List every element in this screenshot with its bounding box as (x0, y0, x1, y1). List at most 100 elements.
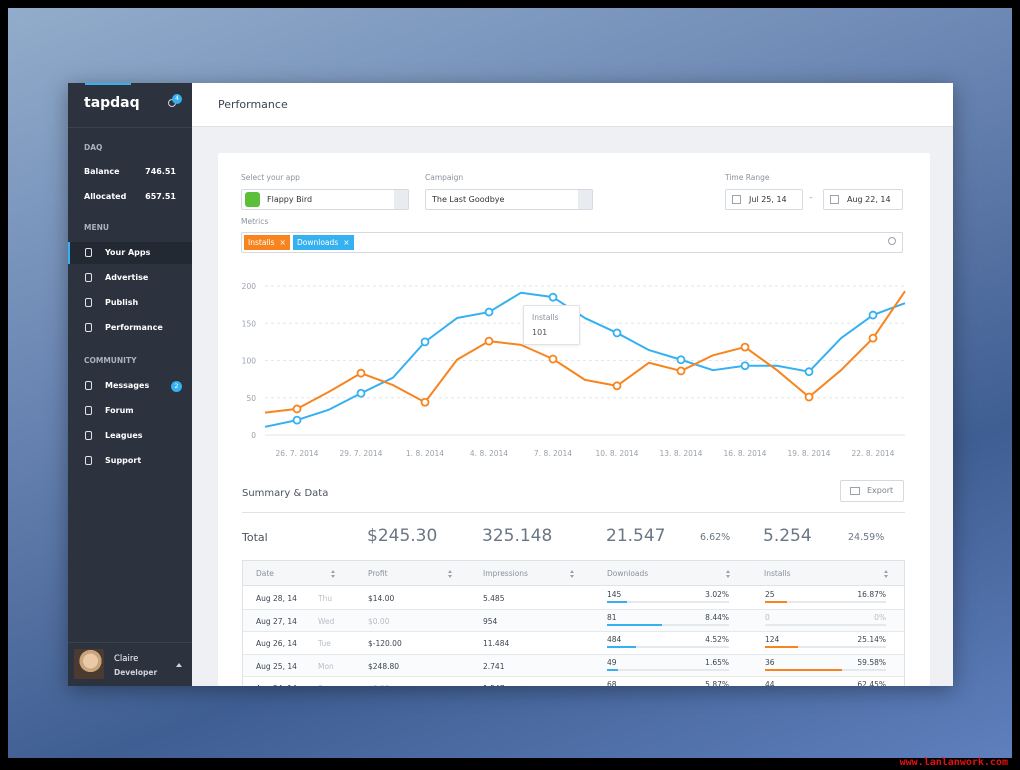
y-tick-label: 0 (251, 431, 256, 440)
data-point (676, 355, 686, 365)
table-cell: $14.00 (368, 594, 395, 603)
x-tick-label: 10. 8. 2014 (596, 449, 639, 458)
table-cell: Aug 26, 14 (256, 639, 297, 648)
tag-remove[interactable]: × (279, 238, 286, 247)
metric-tag[interactable]: Installs × (244, 235, 290, 250)
metric-tag[interactable]: Downloads × (293, 235, 354, 250)
date-to[interactable]: Aug 22, 14 (823, 189, 903, 210)
sort-icon[interactable] (726, 575, 730, 578)
menu-icon (85, 248, 92, 257)
dropdown-toggle[interactable] (394, 190, 408, 209)
tag-label: Downloads (297, 238, 339, 247)
sort-icon[interactable] (331, 575, 335, 578)
user-role: Developer (114, 668, 158, 677)
header (192, 83, 953, 127)
user-name: Claire (114, 654, 139, 664)
column-header[interactable]: Profit (368, 569, 388, 578)
menu-item[interactable]: Messages (68, 375, 192, 397)
app-select[interactable]: Flappy Bird (241, 189, 409, 210)
balance-value: 657.51 (145, 192, 176, 201)
campaign-select[interactable]: The Last Goodbye (425, 189, 593, 210)
y-tick-label: 200 (242, 282, 257, 291)
table-cell: 0 (765, 612, 770, 622)
progress-bar (765, 646, 798, 648)
series-line (264, 290, 906, 414)
field-label: Time Range (725, 173, 770, 182)
user-panel[interactable] (68, 642, 192, 686)
column-header[interactable]: Date (256, 569, 274, 578)
menu-item[interactable]: Your Apps (68, 242, 192, 264)
progress-bar (607, 623, 662, 626)
table-cell: Aug 25, 14 (256, 661, 297, 671)
tooltip: Installs 101 (523, 305, 580, 345)
date-value: Jul 25, 14 (749, 195, 787, 204)
sort-icon[interactable] (448, 570, 452, 573)
installs-pct: 24.59% (848, 532, 885, 543)
watermark: www.lanlanwork.com (899, 757, 1008, 768)
field-label: Select your app (241, 173, 300, 182)
tag-remove[interactable]: × (343, 238, 350, 247)
table-cell: 16.87% (857, 590, 886, 599)
data-point (356, 388, 366, 398)
table-cell: 25 (765, 590, 775, 599)
menu-item[interactable]: Advertise (68, 267, 192, 289)
menu-icon (85, 273, 92, 282)
y-tick-label: 100 (242, 357, 257, 366)
table-cell: Sun (318, 684, 332, 686)
x-tick-label: 16. 8. 2014 (724, 449, 767, 458)
menu-item[interactable]: Performance (68, 317, 192, 339)
x-tick-label: 26. 7. 2014 (276, 449, 319, 458)
menu-label: Your Apps (105, 248, 151, 257)
menu-item[interactable]: Support (68, 450, 192, 472)
column-header[interactable]: Downloads (607, 569, 649, 578)
caret[interactable] (176, 663, 182, 667)
table-cell: 4.52% (705, 635, 729, 644)
field-label: Metrics (241, 217, 269, 226)
menu-label: Performance (105, 323, 163, 332)
date-from[interactable]: Jul 25, 14 (725, 189, 803, 210)
brand[interactable]: tapdaq (84, 95, 140, 111)
export-label: Export (867, 486, 894, 495)
table-row: Aug 24, 14 Sun $0.00 1.547 68 5.87% 44 62.45% (243, 677, 904, 686)
column-header[interactable]: Impressions (483, 569, 528, 578)
calendar-icon (830, 195, 839, 204)
table-cell: 49 (607, 657, 617, 667)
table-cell: 3.02% (705, 590, 729, 599)
table-row: Aug 26, 14 Tue $-120.00 11.484 484 4.52% 124 25… (243, 632, 904, 655)
table-row: Aug 27, 14 Wed $0.00 954 81 8.44% 0 0% (243, 609, 904, 632)
menu-icon (85, 431, 92, 440)
sort-icon[interactable] (448, 575, 452, 578)
table-cell: 5.485 (483, 594, 505, 603)
table-cell: 44 (765, 680, 775, 686)
x-tick-label: 1. 8. 2014 (406, 449, 444, 458)
table-cell: 59.58% (857, 657, 886, 667)
sort-icon[interactable] (570, 570, 574, 573)
sort-icon[interactable] (884, 570, 888, 573)
sort-icon[interactable] (884, 575, 888, 578)
dropdown-toggle[interactable] (578, 190, 592, 209)
table-cell: Mon (318, 661, 334, 671)
data-point (548, 354, 558, 364)
campaign-value: The Last Goodbye (432, 195, 505, 204)
data-point (292, 404, 302, 414)
table-cell: 36 (765, 657, 775, 667)
menu-item[interactable]: Forum (68, 400, 192, 422)
table-header (243, 561, 904, 586)
sort-icon[interactable] (331, 570, 335, 573)
series-line (264, 291, 906, 428)
search-icon[interactable] (888, 237, 896, 245)
field-label: Campaign (425, 173, 464, 182)
export-button[interactable]: Export (840, 480, 904, 502)
data-point (804, 392, 814, 402)
menu-item[interactable]: Leagues (68, 425, 192, 447)
sort-icon[interactable] (570, 575, 574, 578)
table-cell: Aug 28, 14 (256, 594, 297, 603)
table-cell: 68 (607, 680, 617, 686)
total-installs: 5.254 (763, 526, 812, 546)
menu-item[interactable]: Publish (68, 292, 192, 314)
sort-icon[interactable] (726, 570, 730, 573)
column-header[interactable]: Installs (764, 569, 791, 578)
data-point (740, 342, 750, 352)
metrics-input[interactable]: Installs × Downloads × (241, 232, 903, 253)
section-heading: COMMUNITY (84, 356, 137, 365)
